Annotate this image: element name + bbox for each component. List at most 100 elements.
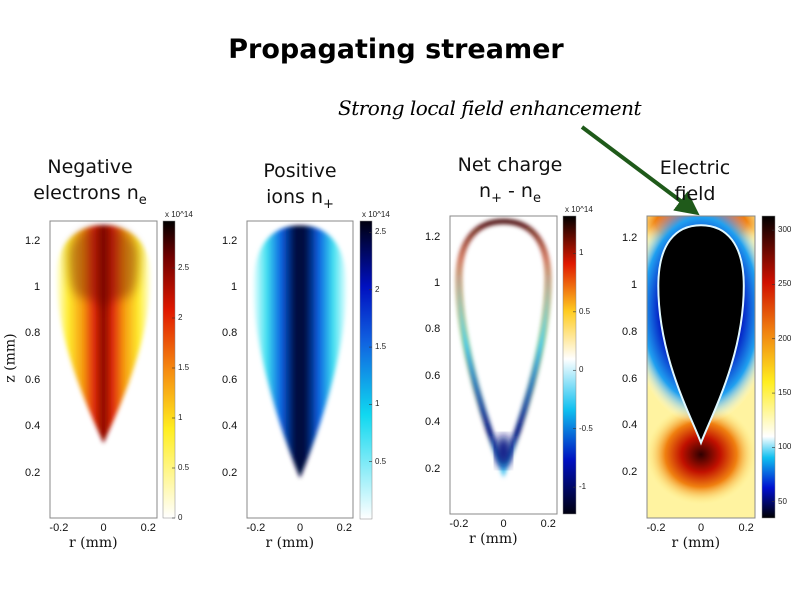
x-tick-label: 0.2 — [336, 522, 352, 534]
colorbar-tick-label: 0 — [178, 513, 183, 522]
colorbar-tick-label: 1.5 — [375, 342, 387, 352]
y-tick-label: 1.2 — [222, 234, 238, 247]
y-axis-label: z (mm) — [2, 332, 19, 383]
y-tick-label: 0.8 — [425, 323, 441, 336]
y-tick-label: 0.2 — [425, 462, 441, 475]
x-tick-label: -0.2 — [49, 522, 69, 534]
colorbar-multiplier: x 10^14 — [165, 210, 193, 219]
colorbar-tick-label: 250 — [778, 279, 792, 289]
y-tick-label: 0.6 — [622, 372, 638, 385]
plot-panel-1 — [49, 220, 176, 519]
y-tick-label: 1 — [434, 277, 441, 289]
panel-title-net-charge: Net charge n+ - ne — [430, 152, 590, 212]
negative-charge-tip — [495, 435, 512, 468]
colorbar — [761, 215, 776, 519]
colorbar-tick-label: 1 — [579, 248, 584, 258]
field-enhancement-tip — [647, 404, 755, 505]
x-tick-label: 0 — [698, 522, 705, 534]
title-subscript: e — [138, 193, 147, 208]
ion-density-map — [253, 225, 347, 479]
x-tick-label: -0.2 — [246, 522, 266, 534]
title-subscript: e — [532, 191, 541, 206]
x-tick-label: -0.2 — [646, 522, 666, 534]
colorbar-tick-label: 150 — [778, 388, 792, 398]
title-subscript: + — [491, 191, 502, 206]
colorbar-tick-label: 1 — [178, 413, 183, 422]
x-tick-label: -0.2 — [449, 518, 469, 530]
electron-head-dark — [67, 225, 140, 312]
colorbar-tick-label: 2 — [178, 313, 183, 322]
plot-frame — [449, 215, 558, 515]
plot-panel-2 — [246, 220, 373, 520]
x-tick-label: 0 — [100, 522, 107, 534]
x-tick-label: 0.2 — [540, 518, 556, 530]
y-tick-label: 0.8 — [222, 327, 238, 340]
plot-panel-4 — [646, 215, 776, 519]
y-tick-label: 0.8 — [622, 325, 638, 338]
x-axis-label: r (mm) — [265, 535, 315, 551]
y-tick-label: 1 — [34, 281, 41, 293]
colorbar-tick-label: 2 — [375, 284, 380, 294]
y-tick-label: 1 — [631, 279, 638, 291]
y-tick-label: 1.2 — [25, 234, 41, 247]
title-text: n — [479, 180, 492, 202]
plot-frame — [646, 215, 756, 519]
panel-title-line2: electrons ne — [20, 180, 160, 214]
y-tick-label: 0.2 — [622, 466, 638, 479]
colorbar — [162, 220, 176, 519]
y-tick-label: 1 — [231, 281, 238, 293]
slide-title: Propagating streamer — [228, 34, 564, 65]
panel-title-field: Electric field — [630, 155, 760, 207]
colorbar-tick-label: 2.5 — [375, 227, 387, 237]
colorbar-tick-label: 200 — [778, 333, 792, 343]
y-tick-label: 0.8 — [25, 327, 41, 340]
panel-title-line1: Net charge — [457, 154, 563, 176]
colorbar-tick-label: 50 — [778, 496, 787, 506]
heatmap — [253, 225, 347, 479]
x-tick-label: 0.2 — [738, 522, 754, 534]
colorbar — [359, 220, 373, 520]
colorbar-tick-label: 1.5 — [178, 363, 190, 372]
plot-panel-3 — [449, 215, 577, 515]
colorbar-tick-label: 0.5 — [178, 463, 190, 472]
colorbar — [562, 215, 577, 515]
heatmap — [56, 225, 151, 444]
colorbar-tick-label: 0.5 — [375, 456, 387, 466]
panel-title-line1: Positive — [263, 160, 337, 182]
y-tick-label: 1.2 — [622, 232, 638, 245]
title-subscript: + — [323, 197, 334, 212]
heatmap — [455, 218, 552, 481]
x-axis-label: r (mm) — [469, 531, 518, 547]
panel-title-line2: ions n+ — [230, 184, 370, 218]
annotation-arrow — [580, 125, 700, 216]
x-tick-label: 0 — [500, 518, 507, 530]
colorbar-multiplier: x 10^14 — [565, 205, 593, 214]
annotation-text: Strong local field enhancement — [338, 96, 642, 120]
title-text: ions n — [266, 186, 324, 208]
colorbar-tick-label: -1 — [579, 482, 587, 492]
colorbar-tick-label: 1 — [375, 399, 380, 409]
field-interior — [657, 224, 745, 446]
heatmap — [647, 216, 755, 518]
colorbar-tick-label: 2.5 — [178, 263, 190, 272]
plot-frame — [246, 220, 354, 519]
x-axis-label: r (mm) — [671, 535, 721, 551]
colorbar-tick-label: 300 — [778, 225, 792, 235]
title-text: - n — [501, 180, 533, 202]
y-tick-label: 0.4 — [222, 420, 238, 433]
colorbar-tick-label: -0.5 — [579, 423, 593, 433]
y-tick-label: 0.6 — [25, 373, 41, 386]
y-tick-label: 0.2 — [222, 466, 238, 479]
x-tick-label: 0 — [297, 522, 304, 534]
title-text: electrons n — [33, 182, 139, 204]
negative-charge-layer — [455, 218, 552, 478]
colorbar-tick-label: 100 — [778, 442, 792, 452]
panel-title-line1: Electric — [659, 157, 731, 179]
y-tick-label: 0.6 — [222, 373, 238, 386]
y-tick-label: 0.4 — [425, 416, 441, 429]
x-tick-label: 0.2 — [140, 522, 156, 534]
y-tick-label: 0.4 — [622, 419, 638, 432]
y-tick-label: 0.4 — [25, 420, 41, 433]
